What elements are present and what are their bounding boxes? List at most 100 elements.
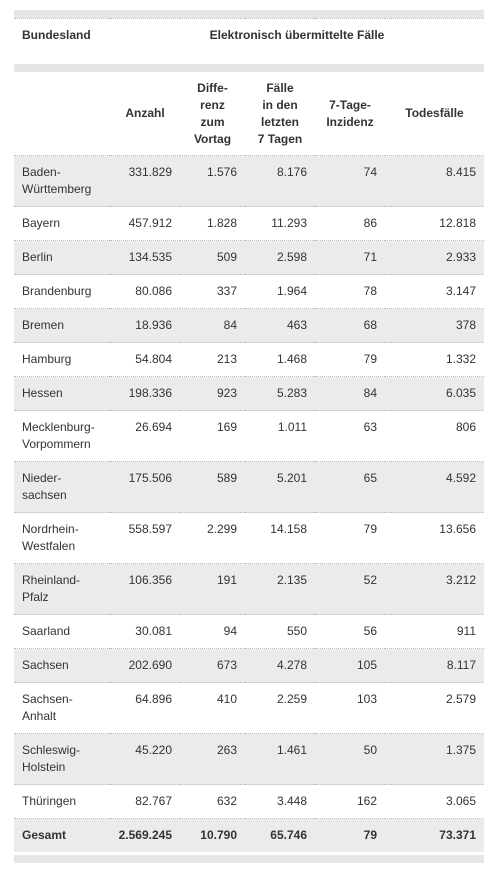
value-cell: 3.448 bbox=[245, 784, 315, 819]
value-cell: 84 bbox=[315, 376, 385, 411]
table-container: Bundesland Elektronisch übermittelte Fäl… bbox=[14, 10, 485, 863]
table-row: Nieder- sachsen 175.506 589 5.201 65 4.592 bbox=[14, 461, 484, 513]
value-cell: 6.035 bbox=[385, 376, 484, 411]
value-cell: 82.767 bbox=[110, 784, 180, 819]
value-cell: 558.597 bbox=[110, 512, 180, 564]
value-cell: 202.690 bbox=[110, 648, 180, 683]
column-header: 7-Tage- Inzidenz bbox=[326, 97, 374, 129]
state-cell: Rheinland- Pfalz bbox=[14, 563, 110, 615]
value-cell: 4.592 bbox=[385, 461, 484, 513]
value-cell: 589 bbox=[180, 461, 245, 513]
value-cell: 2.598 bbox=[245, 240, 315, 275]
table-row: Rheinland- Pfalz 106.356 191 2.135 52 3.212 bbox=[14, 563, 484, 615]
value-cell: 632 bbox=[180, 784, 245, 819]
table-row: Schleswig- Holstein 45.220 263 1.461 50 1.375 bbox=[14, 733, 484, 785]
value-cell: 50 bbox=[315, 733, 385, 785]
state-cell: Bremen bbox=[14, 308, 110, 343]
value-cell: 105 bbox=[315, 648, 385, 683]
mid-bar bbox=[14, 64, 484, 72]
state-cell: Gesamt bbox=[14, 818, 110, 852]
state-cell: Hamburg bbox=[14, 342, 110, 377]
value-cell: 378 bbox=[385, 308, 484, 343]
value-cell: 63 bbox=[315, 410, 385, 462]
value-cell: 71 bbox=[315, 240, 385, 275]
value-cell: 263 bbox=[180, 733, 245, 785]
value-cell: 1.332 bbox=[385, 342, 484, 377]
value-cell: 463 bbox=[245, 308, 315, 343]
column-header: Fälle in den letzten 7 Tagen bbox=[257, 80, 303, 146]
value-cell: 911 bbox=[385, 614, 484, 649]
table-row: Sachsen 202.690 673 4.278 105 8.117 bbox=[14, 648, 484, 683]
table-row: Saarland 30.081 94 550 56 911 bbox=[14, 614, 484, 649]
value-cell: 1.828 bbox=[180, 206, 245, 241]
table-row: Gesamt 2.569.245 10.790 65.746 79 73.371 bbox=[14, 818, 484, 852]
value-cell: 191 bbox=[180, 563, 245, 615]
value-cell: 106.356 bbox=[110, 563, 180, 615]
table-row: Hessen 198.336 923 5.283 84 6.035 bbox=[14, 376, 484, 411]
state-cell: Sachsen bbox=[14, 648, 110, 683]
value-cell: 8.415 bbox=[385, 155, 484, 207]
state-cell: Berlin bbox=[14, 240, 110, 275]
table-row: Brandenburg 80.086 337 1.964 78 3.147 bbox=[14, 274, 484, 309]
value-cell: 5.283 bbox=[245, 376, 315, 411]
value-cell: 11.293 bbox=[245, 206, 315, 241]
value-cell: 52 bbox=[315, 563, 385, 615]
value-cell: 457.912 bbox=[110, 206, 180, 241]
table-row: Bayern 457.912 1.828 11.293 86 12.818 bbox=[14, 206, 484, 241]
column-header: Todesfälle bbox=[405, 106, 464, 120]
column-header-row: Anzahl Diffe- renz zum Vortag Fälle in den… bbox=[14, 72, 484, 156]
value-cell: 45.220 bbox=[110, 733, 180, 785]
value-cell: 2.135 bbox=[245, 563, 315, 615]
value-cell: 169 bbox=[180, 410, 245, 462]
value-cell: 550 bbox=[245, 614, 315, 649]
value-cell: 2.569.245 bbox=[110, 818, 180, 852]
table-row: Nordrhein- Westfalen 558.597 2.299 14.158 79… bbox=[14, 512, 484, 564]
value-cell: 198.336 bbox=[110, 376, 180, 411]
value-cell: 923 bbox=[180, 376, 245, 411]
header-first: Bundesland bbox=[14, 18, 110, 64]
column-header: Diffe- renz zum Vortag bbox=[193, 80, 232, 146]
value-cell: 134.535 bbox=[110, 240, 180, 275]
value-cell: 2.579 bbox=[385, 682, 484, 734]
value-cell: 213 bbox=[180, 342, 245, 377]
state-cell: Saarland bbox=[14, 614, 110, 649]
value-cell: 79 bbox=[315, 818, 385, 852]
table-body: Baden- Württemberg 331.829 1.576 8.176 74 8.4… bbox=[14, 155, 484, 852]
table-row: Sachsen- Anhalt 64.896 410 2.259 103 2.579 bbox=[14, 682, 484, 734]
value-cell: 30.081 bbox=[110, 614, 180, 649]
value-cell: 2.933 bbox=[385, 240, 484, 275]
state-cell: Brandenburg bbox=[14, 274, 110, 309]
header-group: Elektronisch übermittelte Fälle bbox=[110, 18, 485, 64]
value-cell: 1.964 bbox=[245, 274, 315, 309]
value-cell: 4.278 bbox=[245, 648, 315, 683]
data-table: Anzahl Diffe- renz zum Vortag Fälle in den… bbox=[14, 72, 484, 852]
top-bar bbox=[14, 10, 484, 18]
value-cell: 410 bbox=[180, 682, 245, 734]
header-row: Bundesland Elektronisch übermittelte Fäl… bbox=[14, 18, 485, 64]
value-cell: 8.176 bbox=[245, 155, 315, 207]
value-cell: 337 bbox=[180, 274, 245, 309]
value-cell: 331.829 bbox=[110, 155, 180, 207]
state-cell: Bayern bbox=[14, 206, 110, 241]
value-cell: 18.936 bbox=[110, 308, 180, 343]
value-cell: 3.212 bbox=[385, 563, 484, 615]
value-cell: 1.011 bbox=[245, 410, 315, 462]
value-cell: 1.375 bbox=[385, 733, 484, 785]
value-cell: 26.694 bbox=[110, 410, 180, 462]
value-cell: 54.804 bbox=[110, 342, 180, 377]
value-cell: 5.201 bbox=[245, 461, 315, 513]
state-cell: Baden- Württemberg bbox=[14, 155, 110, 207]
state-cell: Sachsen- Anhalt bbox=[14, 682, 110, 734]
value-cell: 79 bbox=[315, 342, 385, 377]
state-cell: Schleswig- Holstein bbox=[14, 733, 110, 785]
value-cell: 64.896 bbox=[110, 682, 180, 734]
header-table: Bundesland Elektronisch übermittelte Fäl… bbox=[14, 18, 485, 64]
value-cell: 509 bbox=[180, 240, 245, 275]
table-row: Bremen 18.936 84 463 68 378 bbox=[14, 308, 484, 343]
table-row: Mecklenburg- Vorpommern 26.694 169 1.011 63 8… bbox=[14, 410, 484, 462]
value-cell: 8.117 bbox=[385, 648, 484, 683]
value-cell: 65 bbox=[315, 461, 385, 513]
table-row: Hamburg 54.804 213 1.468 79 1.332 bbox=[14, 342, 484, 377]
value-cell: 2.259 bbox=[245, 682, 315, 734]
value-cell: 12.818 bbox=[385, 206, 484, 241]
